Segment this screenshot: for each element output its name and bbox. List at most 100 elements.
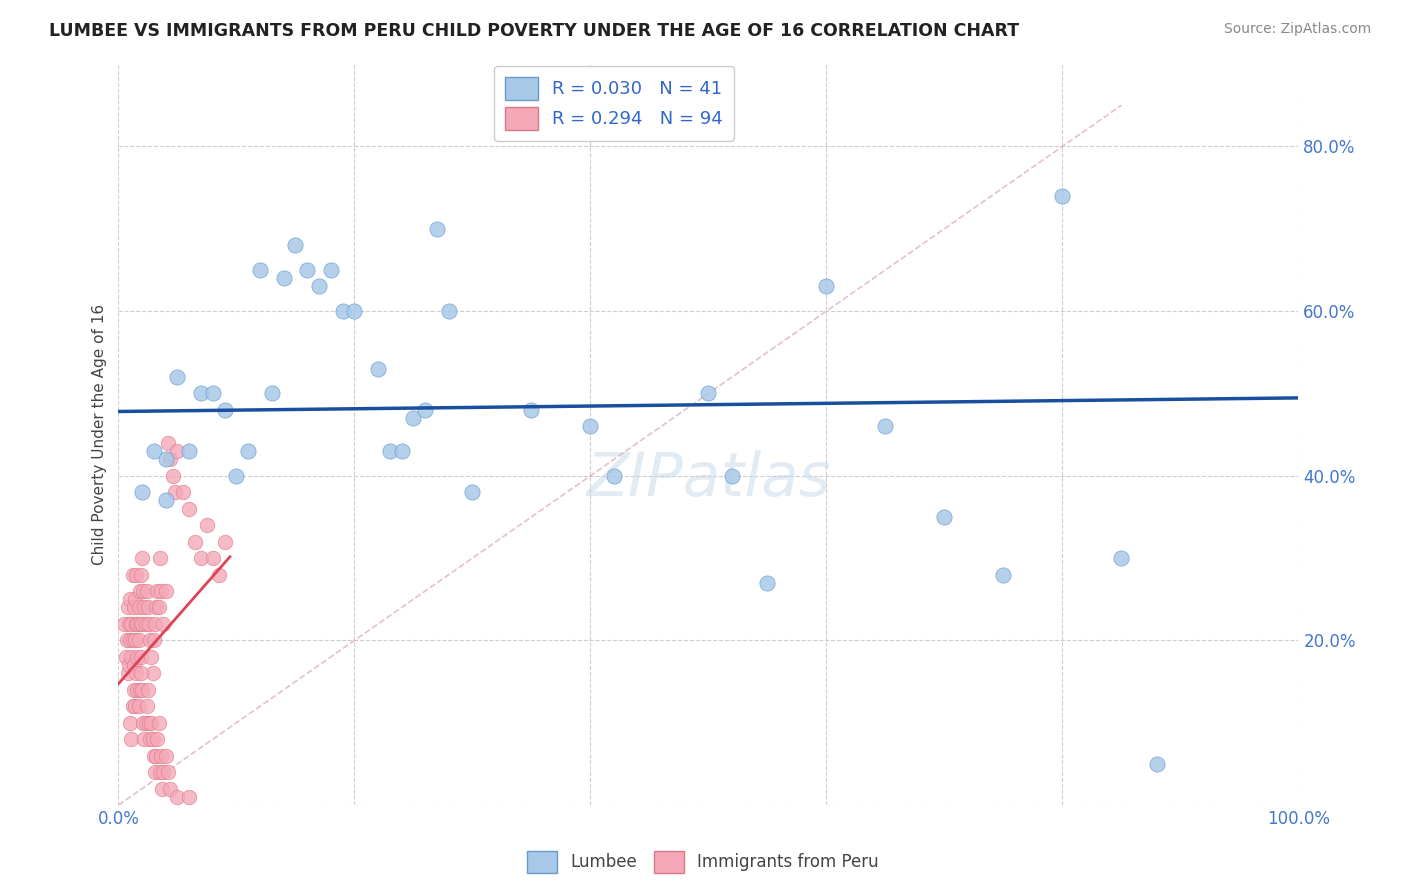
Point xyxy=(284,238,307,252)
Point xyxy=(139,732,162,747)
Point xyxy=(152,616,174,631)
Point xyxy=(134,600,156,615)
Point xyxy=(297,263,319,277)
Point xyxy=(149,765,172,780)
Point xyxy=(165,485,187,500)
Point xyxy=(156,765,179,780)
Point xyxy=(117,600,139,615)
Y-axis label: Child Poverty Under the Age of 16: Child Poverty Under the Age of 16 xyxy=(93,304,107,566)
Legend: R = 0.030   N = 41, R = 0.294   N = 94: R = 0.030 N = 41, R = 0.294 N = 94 xyxy=(495,66,734,141)
Point xyxy=(148,715,170,730)
Point xyxy=(756,575,779,590)
Point xyxy=(603,468,626,483)
Point xyxy=(308,279,330,293)
Point xyxy=(815,279,838,293)
Point xyxy=(118,616,141,631)
Point xyxy=(143,765,166,780)
Point xyxy=(166,370,188,384)
Point xyxy=(156,435,179,450)
Point xyxy=(120,616,142,631)
Point xyxy=(143,616,166,631)
Point xyxy=(155,452,177,467)
Point xyxy=(135,699,157,714)
Point xyxy=(426,221,449,235)
Point xyxy=(135,715,157,730)
Point xyxy=(138,616,160,631)
Point xyxy=(579,419,602,434)
Point xyxy=(142,666,165,681)
Point xyxy=(391,444,413,458)
Point xyxy=(142,444,165,458)
Point xyxy=(132,584,155,599)
Point xyxy=(124,633,146,648)
Point xyxy=(127,616,149,631)
Point xyxy=(120,649,142,664)
Point xyxy=(148,600,170,615)
Point xyxy=(249,263,271,277)
Point xyxy=(129,666,152,681)
Point xyxy=(697,386,720,401)
Point xyxy=(142,633,165,648)
Point xyxy=(125,567,148,582)
Point xyxy=(332,304,354,318)
Point xyxy=(1146,756,1168,771)
Point xyxy=(114,649,136,664)
Point xyxy=(120,592,142,607)
Point xyxy=(461,485,484,500)
Point xyxy=(121,633,143,648)
Point xyxy=(225,468,247,483)
Point xyxy=(260,386,283,401)
Text: Source: ZipAtlas.com: Source: ZipAtlas.com xyxy=(1223,22,1371,37)
Text: ZIPatlas: ZIPatlas xyxy=(586,450,831,508)
Point xyxy=(149,551,172,566)
Point xyxy=(155,584,177,599)
Point xyxy=(413,402,436,417)
Point xyxy=(141,715,163,730)
Point xyxy=(437,304,460,318)
Point xyxy=(146,584,169,599)
Point xyxy=(190,386,212,401)
Point xyxy=(122,682,145,697)
Point xyxy=(121,567,143,582)
Point xyxy=(152,765,174,780)
Point xyxy=(118,658,141,673)
Point xyxy=(208,567,231,582)
Point xyxy=(128,682,150,697)
Point xyxy=(139,633,162,648)
Point xyxy=(127,682,149,697)
Point xyxy=(179,444,201,458)
Point xyxy=(122,658,145,673)
Point xyxy=(934,509,956,524)
Point xyxy=(201,386,224,401)
Point xyxy=(721,468,744,483)
Point xyxy=(367,361,389,376)
Point xyxy=(132,715,155,730)
Point xyxy=(201,551,224,566)
Point xyxy=(155,493,177,508)
Point xyxy=(159,452,181,467)
Point xyxy=(131,485,153,500)
Point xyxy=(127,649,149,664)
Legend: Lumbee, Immigrants from Peru: Lumbee, Immigrants from Peru xyxy=(520,845,886,880)
Point xyxy=(141,649,163,664)
Point xyxy=(128,699,150,714)
Point xyxy=(159,781,181,796)
Point xyxy=(131,551,153,566)
Point xyxy=(136,682,159,697)
Point xyxy=(149,584,172,599)
Point xyxy=(155,748,177,763)
Point xyxy=(214,402,236,417)
Point xyxy=(146,732,169,747)
Point xyxy=(1052,189,1074,203)
Point xyxy=(142,748,165,763)
Point xyxy=(131,616,153,631)
Point xyxy=(378,444,401,458)
Point xyxy=(125,616,148,631)
Text: LUMBEE VS IMMIGRANTS FROM PERU CHILD POVERTY UNDER THE AGE OF 16 CORRELATION CHA: LUMBEE VS IMMIGRANTS FROM PERU CHILD POV… xyxy=(49,22,1019,40)
Point xyxy=(117,666,139,681)
Point xyxy=(128,633,150,648)
Point xyxy=(120,633,142,648)
Point xyxy=(238,444,260,458)
Point xyxy=(520,402,543,417)
Point xyxy=(129,649,152,664)
